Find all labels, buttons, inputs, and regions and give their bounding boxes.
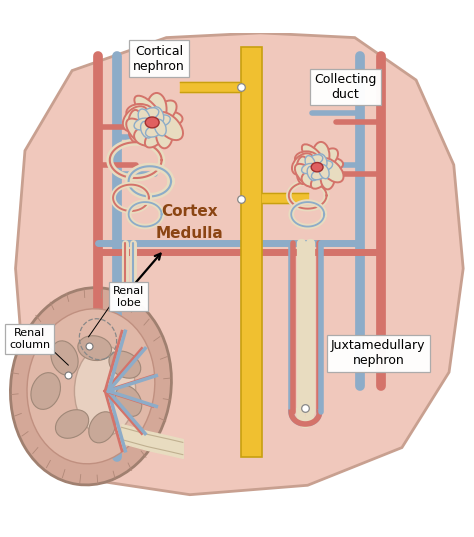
Ellipse shape — [109, 351, 141, 378]
Ellipse shape — [55, 410, 89, 438]
Ellipse shape — [295, 151, 318, 166]
Ellipse shape — [126, 119, 154, 146]
Ellipse shape — [152, 107, 164, 124]
Ellipse shape — [127, 104, 154, 121]
Ellipse shape — [134, 126, 161, 146]
Ellipse shape — [319, 158, 344, 183]
Ellipse shape — [134, 96, 161, 122]
Text: Medulla: Medulla — [156, 226, 224, 241]
Text: Renal
lobe: Renal lobe — [113, 286, 144, 308]
Ellipse shape — [10, 288, 172, 485]
Ellipse shape — [154, 115, 170, 127]
Ellipse shape — [141, 121, 153, 138]
Ellipse shape — [89, 412, 116, 443]
Text: Cortical
nephron: Cortical nephron — [133, 45, 185, 73]
Ellipse shape — [78, 336, 111, 360]
Ellipse shape — [147, 93, 166, 125]
Ellipse shape — [295, 164, 319, 187]
Ellipse shape — [317, 154, 327, 168]
Ellipse shape — [156, 116, 173, 148]
Bar — [241, 47, 262, 457]
Ellipse shape — [319, 164, 329, 179]
Ellipse shape — [311, 163, 323, 172]
Ellipse shape — [152, 100, 177, 125]
Ellipse shape — [301, 163, 316, 173]
Ellipse shape — [292, 153, 314, 175]
Ellipse shape — [305, 156, 315, 170]
Ellipse shape — [134, 118, 151, 130]
Ellipse shape — [51, 341, 78, 375]
Ellipse shape — [116, 386, 142, 416]
Ellipse shape — [146, 125, 162, 137]
Ellipse shape — [311, 169, 331, 188]
Ellipse shape — [320, 162, 335, 190]
Ellipse shape — [123, 106, 148, 132]
Polygon shape — [16, 33, 463, 495]
Ellipse shape — [155, 119, 166, 136]
Ellipse shape — [307, 166, 317, 180]
Ellipse shape — [302, 144, 325, 167]
Ellipse shape — [317, 148, 338, 169]
Ellipse shape — [311, 170, 326, 180]
Ellipse shape — [155, 112, 183, 140]
Ellipse shape — [74, 346, 136, 436]
Text: Cortex: Cortex — [162, 205, 218, 220]
Text: Juxtamedullary
nephron: Juxtamedullary nephron — [331, 339, 426, 367]
Ellipse shape — [138, 109, 150, 126]
Ellipse shape — [301, 170, 325, 187]
Ellipse shape — [296, 156, 309, 184]
Ellipse shape — [155, 111, 182, 126]
Ellipse shape — [145, 124, 168, 148]
Ellipse shape — [145, 117, 159, 128]
Ellipse shape — [31, 373, 61, 409]
Ellipse shape — [27, 309, 155, 464]
Ellipse shape — [320, 158, 343, 170]
Ellipse shape — [142, 108, 159, 120]
Ellipse shape — [128, 110, 143, 142]
Text: Renal
column: Renal column — [9, 329, 50, 350]
Ellipse shape — [319, 161, 333, 171]
Ellipse shape — [309, 155, 323, 165]
Ellipse shape — [312, 142, 329, 170]
Text: Collecting
duct: Collecting duct — [314, 73, 376, 101]
